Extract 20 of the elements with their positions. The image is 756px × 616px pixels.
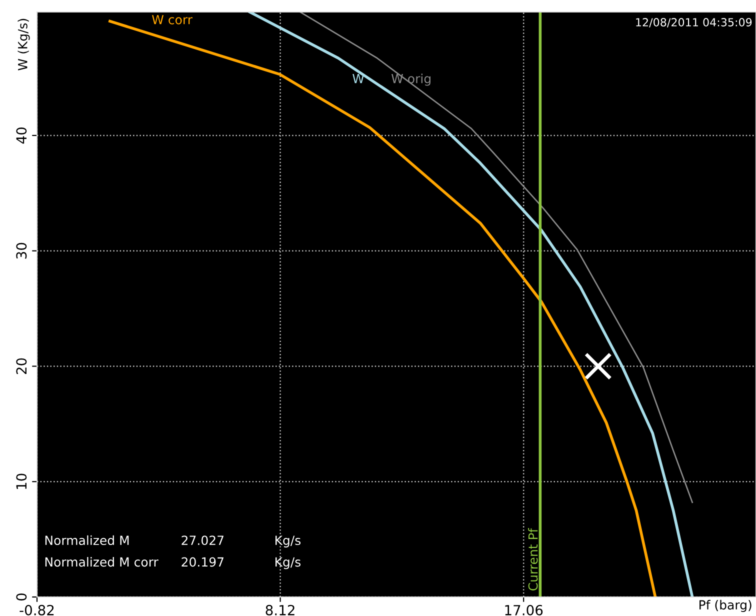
y-tick-label: 20 bbox=[16, 358, 27, 374]
annotation: Kg/s bbox=[275, 536, 301, 548]
series-label: W corr bbox=[152, 15, 193, 24]
chart-title: 12/08/2011 04:35:09 bbox=[636, 18, 752, 28]
x-tick-label: 8.12 bbox=[266, 604, 294, 616]
x-tick-label: 17.06 bbox=[505, 604, 543, 616]
ref-line-label: Current Pf bbox=[528, 528, 538, 590]
y-tick-label: 30 bbox=[16, 242, 27, 259]
x-axis-title: Pf (barg) bbox=[700, 600, 752, 612]
x-tick-label: -0.82 bbox=[20, 604, 54, 616]
series-label: W orig bbox=[391, 74, 430, 86]
annotation: Normalized M corr bbox=[45, 557, 158, 567]
annotation: Normalized M bbox=[45, 535, 129, 546]
y-tick-label: 10 bbox=[16, 474, 27, 489]
y-tick-label: 40 bbox=[16, 128, 27, 144]
y-axis-title: W (Kg/s) bbox=[18, 18, 30, 70]
annotation: 20.197 bbox=[182, 557, 224, 567]
annotation: Kg/s bbox=[275, 557, 301, 570]
annotation: 27.027 bbox=[182, 536, 224, 546]
y-tick-label: 0 bbox=[16, 594, 27, 601]
